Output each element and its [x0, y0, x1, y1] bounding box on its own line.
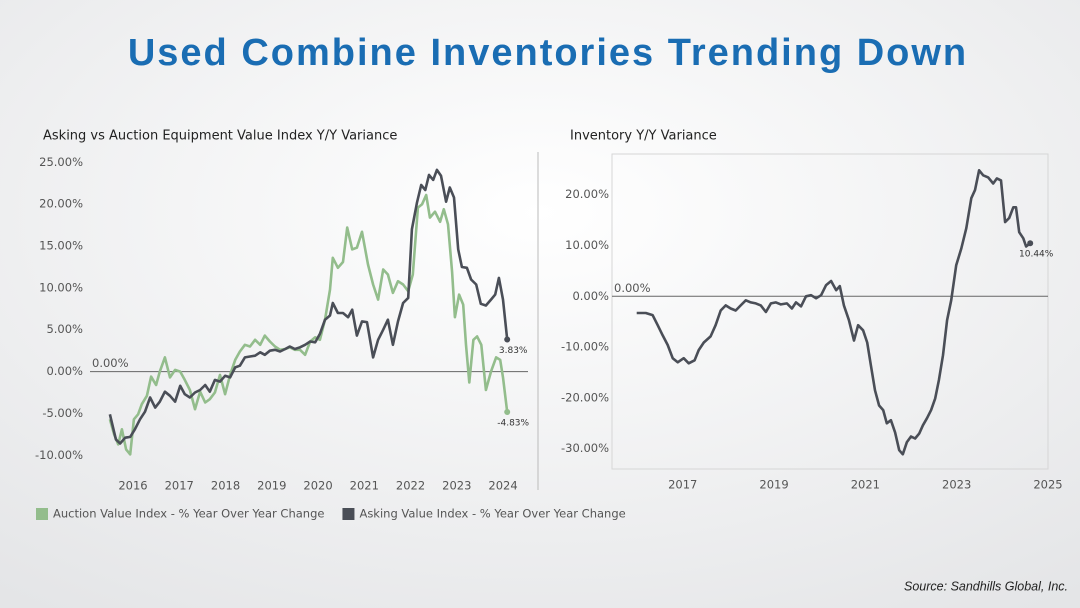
y-tick-label: 10.00%	[565, 238, 609, 252]
y-tick-label: 0.00%	[46, 364, 83, 378]
y-tick-label: -30.00%	[561, 441, 609, 455]
x-tick-label: 2019	[759, 478, 788, 492]
chart-title: Inventory Y/Y Variance	[570, 129, 717, 144]
y-tick-label: -10.00%	[35, 448, 83, 462]
plot-frame	[611, 153, 1049, 470]
y-tick-label: 25.00%	[39, 155, 83, 169]
y-tick-label: 20.00%	[39, 197, 83, 211]
x-tick-label: 2024	[488, 479, 517, 493]
x-tick-label: 2021	[851, 478, 880, 492]
data-label: 3.83%	[499, 346, 528, 356]
y-tick-label: -20.00%	[561, 390, 609, 404]
legend-label: Asking Value Index - % Year Over Year Ch…	[359, 507, 625, 521]
reference-label: 0.00%	[614, 281, 651, 295]
y-tick-label: -10.00%	[561, 340, 609, 354]
x-tick-label: 2017	[165, 479, 194, 493]
series-line	[636, 169, 1032, 456]
x-tick-label: 2021	[350, 479, 379, 493]
legend-label: Auction Value Index - % Year Over Year C…	[53, 507, 324, 521]
data-label: 10.44%	[1019, 250, 1054, 260]
end-point	[504, 408, 511, 415]
source: Source: Sandhills Global, Inc.	[904, 579, 1068, 593]
x-tick-label: 2025	[1033, 478, 1062, 492]
data-label: -4.83%	[497, 418, 529, 428]
y-tick-label: 5.00%	[46, 322, 83, 336]
reference-label: 0.00%	[92, 356, 129, 370]
slide-title: Used Combine Inventories Trending Down	[128, 32, 968, 74]
x-tick-label: 2019	[257, 479, 286, 493]
x-tick-label: 2018	[211, 479, 240, 493]
x-tick-label: 2023	[442, 479, 471, 493]
x-tick-label: 2022	[396, 479, 425, 493]
end-point	[1027, 240, 1034, 247]
x-tick-label: 2023	[942, 478, 971, 492]
x-tick-label: 2020	[303, 479, 332, 493]
y-tick-label: 0.00%	[572, 289, 609, 303]
x-tick-label: 2016	[118, 479, 147, 493]
y-tick-label: -5.00%	[42, 406, 83, 420]
legend-swatch	[342, 508, 355, 520]
y-tick-label: 20.00%	[565, 187, 609, 201]
x-tick-label: 2017	[668, 478, 697, 492]
series-line	[108, 168, 509, 445]
y-tick-label: 10.00%	[39, 280, 83, 294]
y-tick-label: 15.00%	[39, 239, 83, 253]
legend-swatch	[36, 508, 48, 520]
chart-title: Asking vs Auction Equipment Value Index …	[43, 129, 397, 144]
end-point	[504, 336, 511, 343]
series-line	[108, 193, 509, 456]
